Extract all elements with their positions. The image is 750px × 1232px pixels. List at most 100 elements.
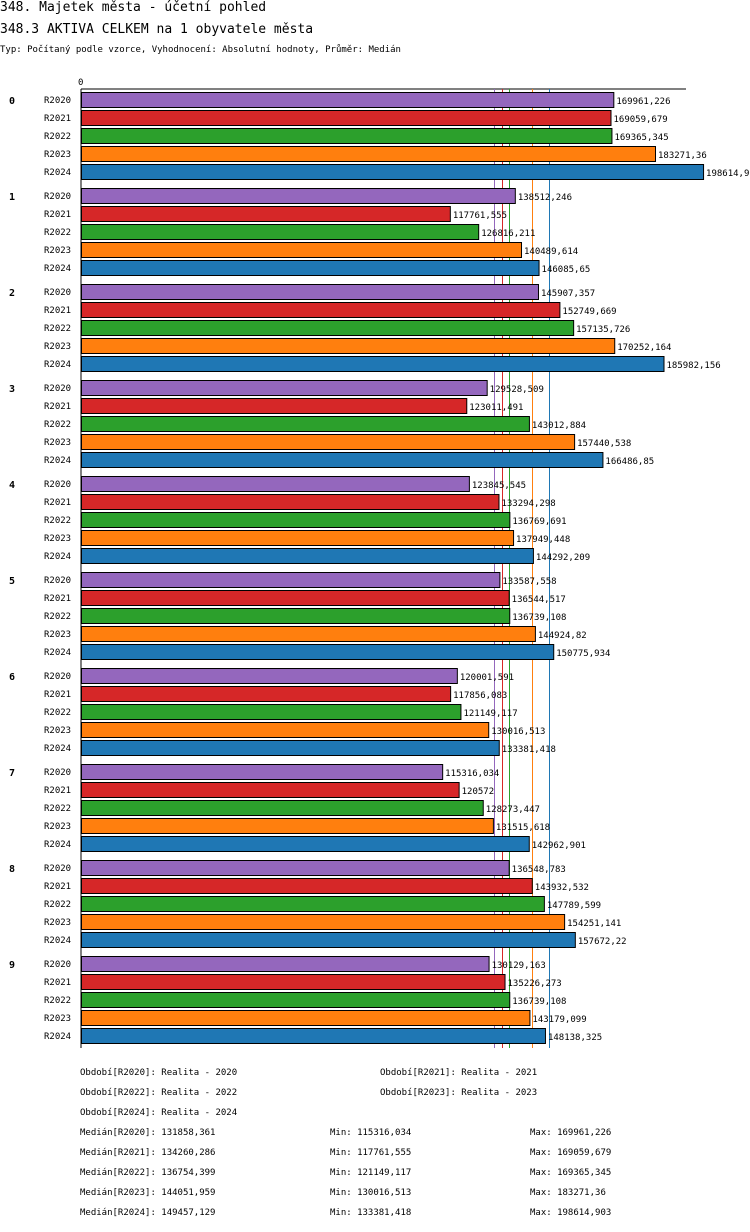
max-r2020: Max: 169961,226 [530,1128,612,1138]
series-label: R2023 [44,918,71,928]
data-label: 154251,141 [567,919,621,929]
bar-r2020-group-7 [81,764,444,780]
data-label: 131515,618 [496,823,550,833]
series-label: R2021 [44,210,71,220]
bar-r2020-group-9 [81,956,490,972]
chart-title: 348.3 AKTIVA CELKEM na 1 obyvatele města [0,22,314,37]
data-label: 115316,034 [445,769,499,779]
group-label-2: 2 [9,288,15,299]
bar-r2021-group-6 [81,686,452,702]
data-label: 138512,246 [518,193,572,203]
series-label: R2020 [44,288,71,298]
series-label: R2021 [44,594,71,604]
data-label: 130016,513 [491,727,545,737]
data-label: 120001,591 [460,673,514,683]
data-label: 152749,669 [562,307,616,317]
data-label: 126816,211 [481,229,535,239]
chart-type-description: Typ: Počítaný podle vzorce, Vyhodnocení:… [0,45,401,55]
series-label: R2022 [44,228,71,238]
series-label: R2022 [44,420,71,430]
bar-r2022-group-6 [81,704,462,720]
bar-r2022-group-8 [81,896,545,912]
data-label: 136739,108 [512,613,566,623]
bar-r2020-group-8 [81,860,510,876]
data-label: 135226,273 [508,979,562,989]
bar-r2024-group-9 [81,1028,546,1044]
bar-r2021-group-3 [81,398,468,414]
series-label: R2023 [44,438,71,448]
group-label-6: 6 [9,672,15,683]
series-label: R2021 [44,498,71,508]
data-label: 128273,447 [486,805,540,815]
series-label: R2023 [44,342,71,352]
legend-period-r2020: Období[R2020]: Realita - 2020 [80,1068,238,1078]
bar-r2022-group-1 [81,224,480,240]
series-label: R2023 [44,1014,71,1024]
legend-period-r2023: Období[R2023]: Realita - 2023 [380,1088,538,1098]
bar-r2020-group-6 [81,668,458,684]
bar-r2023-group-6 [81,722,490,738]
bar-r2021-group-8 [81,878,533,894]
data-label: 146085,65 [542,265,591,275]
bar-r2023-group-4 [81,530,515,546]
bar-r2024-group-8 [81,932,576,948]
min-r2020: Min: 115316,034 [330,1128,412,1138]
median-r2021: Medián[R2021]: 134260,286 [80,1148,216,1158]
bar-r2020-group-2 [81,284,539,300]
data-label: 145907,357 [541,289,595,299]
bar-r2022-group-3 [81,416,530,432]
data-label: 143932,532 [535,883,589,893]
series-label: R2022 [44,516,71,526]
series-label: R2022 [44,324,71,334]
group-label-4: 4 [9,480,15,491]
data-label: 170252,164 [617,343,671,353]
data-label: 169059,679 [613,115,667,125]
series-label: R2021 [44,978,71,988]
series-label: R2021 [44,690,71,700]
bar-r2020-group-3 [81,380,488,396]
bar-r2024-group-1 [81,260,540,276]
bar-r2021-group-1 [81,206,451,222]
series-label: R2021 [44,402,71,412]
bar-r2022-group-4 [81,512,511,528]
series-label: R2020 [44,768,71,778]
bar-r2024-group-2 [81,356,665,372]
bar-r2021-group-5 [81,590,510,606]
group-label-1: 1 [9,192,15,203]
data-label: 157440,538 [577,439,631,449]
series-label: R2024 [44,744,71,754]
data-label: 169961,226 [616,97,670,107]
series-label: R2021 [44,786,71,796]
median-r2020: Medián[R2020]: 131858,361 [80,1128,216,1138]
bar-r2024-group-4 [81,548,534,564]
bar-r2021-group-7 [81,782,460,798]
series-label: R2022 [44,900,71,910]
legend-period-r2022: Období[R2022]: Realita - 2022 [80,1088,238,1098]
series-label: R2023 [44,246,71,256]
data-label: 136739,108 [512,997,566,1007]
series-label: R2024 [44,936,71,946]
bar-r2023-group-3 [81,434,576,450]
data-label: 123845,545 [472,481,526,491]
series-label: R2020 [44,960,71,970]
bar-r2024-group-0 [81,164,705,180]
data-label: 123011,491 [469,403,523,413]
bar-r2020-group-5 [81,572,501,588]
bar-r2020-group-1 [81,188,516,204]
data-label: 143012,884 [532,421,586,431]
bar-r2020-group-0 [81,92,615,108]
data-label: 136544,517 [512,595,566,605]
data-label: 136548,783 [512,865,566,875]
series-label: R2024 [44,840,71,850]
data-label: 133587,558 [502,577,556,587]
median-r2024: Medián[R2024]: 149457,129 [80,1208,216,1218]
data-label: 150775,934 [556,649,610,659]
bar-r2022-group-9 [81,992,511,1008]
bar-r2023-group-1 [81,242,523,258]
series-label: R2024 [44,456,71,466]
data-label: 183271,36 [658,151,707,161]
series-label: R2022 [44,708,71,718]
data-label: 130129,163 [492,961,546,971]
series-label: R2024 [44,264,71,274]
